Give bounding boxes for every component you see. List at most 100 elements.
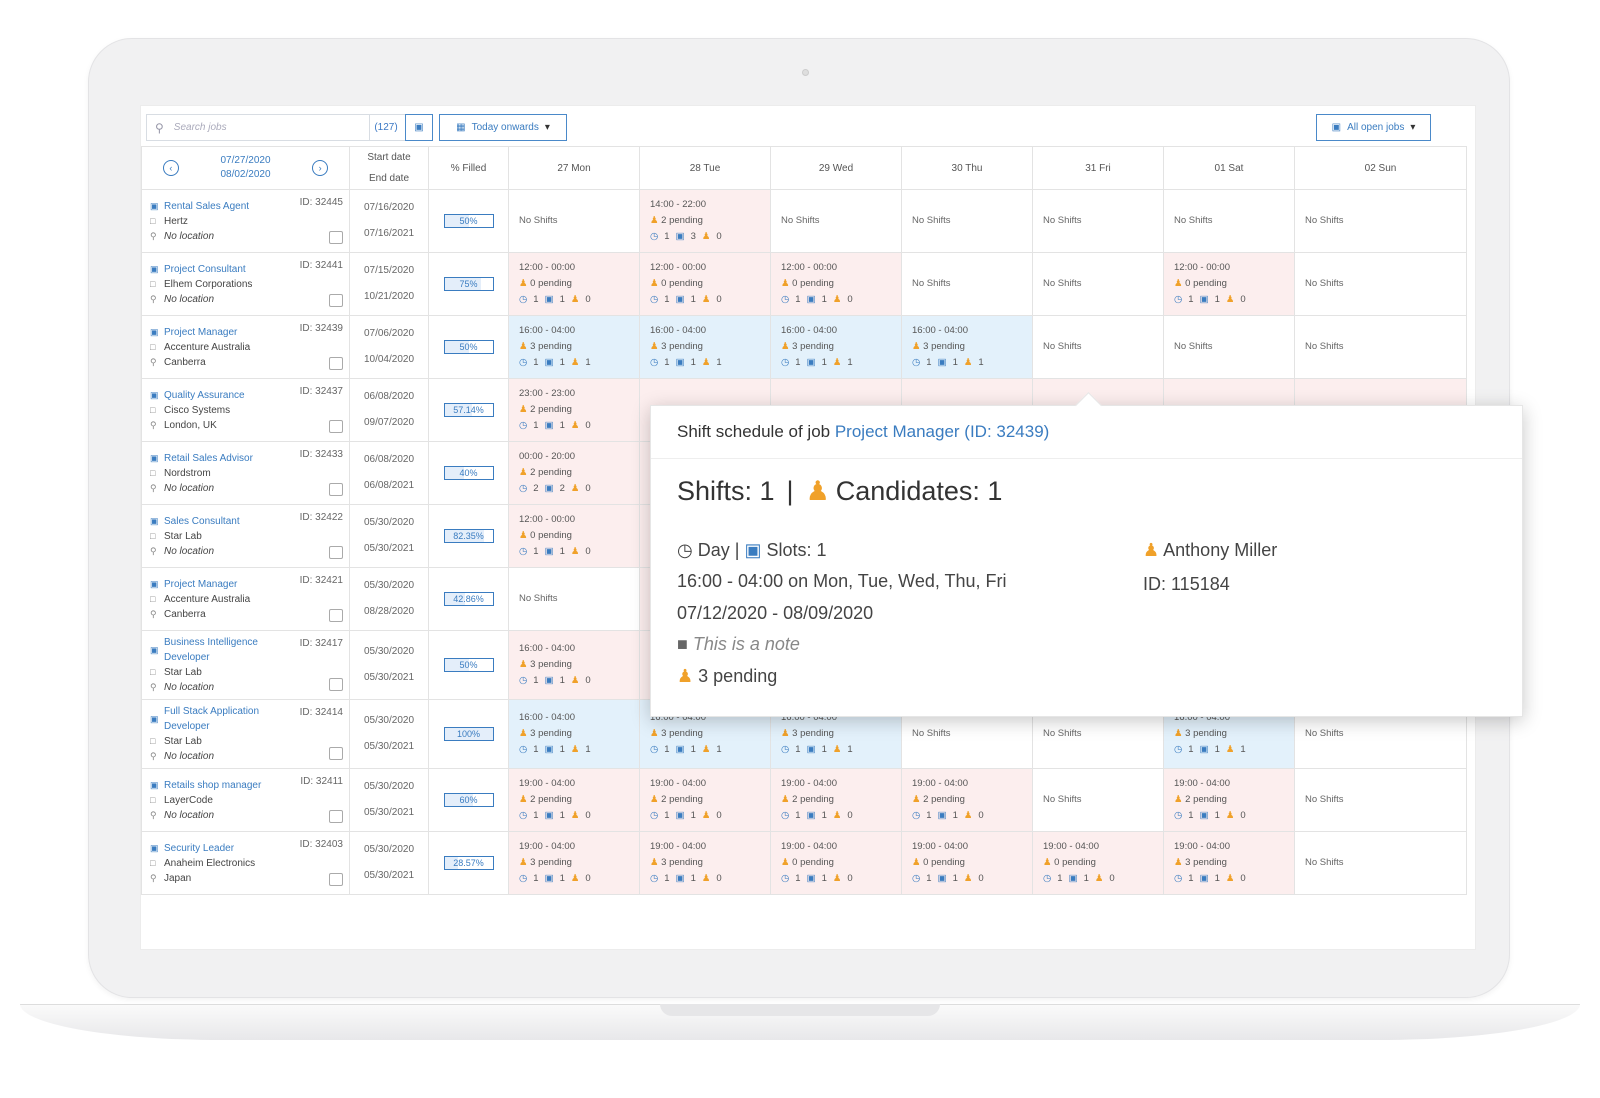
map-pin-icon: ⚲ <box>150 293 157 304</box>
shift-cell[interactable]: 16:00 - 04:00 ♟ 3 pending ◷ 1 ▣ 1 ♟ 1 <box>770 315 902 379</box>
shift-cell[interactable]: 14:00 - 22:00 ♟ 2 pending ◷ 1 ▣ 3 ♟ 0 <box>639 189 771 253</box>
job-cell: ▣ Sales Consultant ID: 32422 □ Star Lab ⚲ No l… <box>141 504 350 568</box>
no-shift-cell[interactable]: No Shifts <box>508 567 640 631</box>
day-header: 29 Wed <box>770 146 902 190</box>
job-title[interactable]: Retails shop manager <box>164 779 262 791</box>
notes-icon[interactable] <box>329 357 343 370</box>
clock-icon: ◷ <box>650 357 659 368</box>
shift-cell[interactable]: 19:00 - 04:00 ♟ 0 pending ◷ 1 ▣ 1 ♟ 0 <box>1032 831 1164 895</box>
shift-cell[interactable]: 16:00 - 04:00 ♟ 3 pending ◷ 1 ▣ 1 ♟ 1 <box>901 315 1033 379</box>
shift-cell[interactable]: 19:00 - 04:00 ♟ 2 pending ◷ 1 ▣ 1 ♟ 0 <box>770 768 902 832</box>
table-row: ▣ Project Manager ID: 32439 □ Accenture Aust… <box>141 315 1467 379</box>
no-shift-cell[interactable]: No Shifts <box>1163 189 1295 253</box>
job-title[interactable]: Full Stack Application Developer <box>164 706 260 732</box>
briefcase-icon: ▣ <box>544 546 554 557</box>
notes-icon[interactable] <box>329 546 343 559</box>
no-shift-cell[interactable]: No Shifts <box>1032 768 1164 832</box>
job-type-button[interactable]: ▣ <box>405 114 433 141</box>
shift-cell[interactable]: 12:00 - 00:00 ♟ 0 pending ◷ 1 ▣ 1 ♟ 0 <box>508 504 640 568</box>
candidate-count: 0 <box>585 294 591 305</box>
notes-icon[interactable] <box>329 231 343 244</box>
filled-cell: 28.57% <box>428 831 509 895</box>
shift-cell[interactable]: 16:00 - 04:00 ♟ 3 pending ◷ 1 ▣ 1 ♟ 1 <box>508 315 640 379</box>
day-header: 28 Tue <box>639 146 771 190</box>
clock-icon: ◷ <box>519 810 528 821</box>
shift-cell[interactable]: 23:00 - 23:00 ♟ 2 pending ◷ 1 ▣ 1 ♟ 0 <box>508 378 640 442</box>
location: Japan <box>164 872 192 884</box>
job-title[interactable]: Quality Assurance <box>164 389 245 401</box>
briefcase-icon: ▣ <box>544 294 554 305</box>
no-shift-cell[interactable]: No Shifts <box>1294 315 1467 379</box>
search-input[interactable]: ⚲ Search jobs <box>146 114 406 141</box>
no-shift-cell[interactable]: No Shifts <box>508 189 640 253</box>
no-shift-cell[interactable]: No Shifts <box>1294 252 1467 316</box>
job-title[interactable]: Retail Sales Advisor <box>164 452 253 464</box>
jobs-filter-dropdown[interactable]: ▣ All open jobs ▾ <box>1316 114 1431 141</box>
notes-icon[interactable] <box>329 678 343 691</box>
next-week-icon[interactable]: › <box>312 160 329 176</box>
notes-icon[interactable] <box>329 873 343 886</box>
briefcase-icon: ▣ <box>150 713 159 724</box>
no-shift-cell[interactable]: No Shifts <box>1294 189 1467 253</box>
shift-cell[interactable]: 19:00 - 04:00 ♟ 2 pending ◷ 1 ▣ 1 ♟ 0 <box>639 768 771 832</box>
filled-percent: 42.86% <box>453 594 484 604</box>
shift-cell[interactable]: 16:00 - 04:00 ♟ 3 pending ◷ 1 ▣ 1 ♟ 1 <box>508 699 640 769</box>
shift-cell[interactable]: 19:00 - 04:00 ♟ 3 pending ◷ 1 ▣ 1 ♟ 0 <box>639 831 771 895</box>
no-shift-cell[interactable]: No Shifts <box>770 189 902 253</box>
job-title[interactable]: Project Consultant <box>164 263 246 275</box>
clock-icon: ◷ <box>650 231 659 242</box>
job-title[interactable]: Rental Sales Agent <box>164 200 250 212</box>
no-shift-cell[interactable]: No Shifts <box>1294 831 1467 895</box>
notes-icon[interactable] <box>329 810 343 823</box>
no-shift-cell[interactable]: No Shifts <box>1032 252 1164 316</box>
filled-progress-fill <box>444 659 469 671</box>
filled-percent: 82.35% <box>453 531 484 541</box>
notes-icon[interactable] <box>329 747 343 760</box>
person-icon: ♟ <box>1225 294 1235 305</box>
no-shift-cell[interactable]: No Shifts <box>901 252 1033 316</box>
shift-cell[interactable]: 19:00 - 04:00 ♟ 2 pending ◷ 1 ▣ 1 ♟ 0 <box>901 768 1033 832</box>
shift-cell[interactable]: 12:00 - 00:00 ♟ 0 pending ◷ 1 ▣ 1 ♟ 0 <box>639 252 771 316</box>
shift-cell[interactable]: 12:00 - 00:00 ♟ 0 pending ◷ 1 ▣ 1 ♟ 0 <box>770 252 902 316</box>
job-title[interactable]: Security Leader <box>164 842 235 854</box>
no-shifts-label: No Shifts <box>1305 857 1344 868</box>
no-shift-cell[interactable]: No Shifts <box>901 189 1033 253</box>
notes-icon[interactable] <box>329 483 343 496</box>
candidate-name[interactable]: Anthony Miller <box>1163 540 1278 560</box>
clock-icon: ◷ <box>781 873 790 884</box>
no-shift-cell[interactable]: No Shifts <box>1163 315 1295 379</box>
job-title[interactable]: Sales Consultant <box>164 515 240 527</box>
shift-cell[interactable]: 16:00 - 04:00 ♟ 3 pending ◷ 1 ▣ 1 ♟ 1 <box>639 315 771 379</box>
prev-week-icon[interactable]: ‹ <box>162 160 179 176</box>
shift-cell[interactable]: 19:00 - 04:00 ♟ 2 pending ◷ 1 ▣ 1 ♟ 0 <box>1163 768 1295 832</box>
no-shift-cell[interactable]: No Shifts <box>1032 189 1164 253</box>
candidate-count: 1 <box>847 357 853 368</box>
filled-percent: 60% <box>459 795 478 805</box>
person-icon: ♟ <box>570 483 580 494</box>
slot-count: 1 <box>1214 810 1220 821</box>
shift-cell[interactable]: 12:00 - 00:00 ♟ 0 pending ◷ 1 ▣ 1 ♟ 0 <box>508 252 640 316</box>
shift-cell[interactable]: 12:00 - 00:00 ♟ 0 pending ◷ 1 ▣ 1 ♟ 0 <box>1163 252 1295 316</box>
job-title[interactable]: Business Intelligence Developer <box>164 637 258 663</box>
job-link[interactable]: Project Manager (ID: 32439) <box>834 422 1050 441</box>
job-title[interactable]: Project Manager <box>164 326 238 338</box>
filled-percent: 75% <box>459 279 478 289</box>
shift-cell[interactable]: 19:00 - 04:00 ♟ 3 pending ◷ 1 ▣ 1 ♟ 0 <box>508 831 640 895</box>
notes-icon[interactable] <box>329 420 343 433</box>
job-title[interactable]: Project Manager <box>164 578 238 590</box>
filled-cell: 40% <box>428 441 509 505</box>
shift-cell[interactable]: 19:00 - 04:00 ♟ 0 pending ◷ 1 ▣ 1 ♟ 0 <box>901 831 1033 895</box>
shift-cell[interactable]: 19:00 - 04:00 ♟ 3 pending ◷ 1 ▣ 1 ♟ 0 <box>1163 831 1295 895</box>
date-filter-dropdown[interactable]: ▦ Today onwards ▾ <box>439 114 567 141</box>
shift-cell[interactable]: 00:00 - 20:00 ♟ 2 pending ◷ 2 ▣ 2 ♟ 0 <box>508 441 640 505</box>
shift-cell[interactable]: 19:00 - 04:00 ♟ 2 pending ◷ 1 ▣ 1 ♟ 0 <box>508 768 640 832</box>
candidate-count: 0 <box>847 294 853 305</box>
shift-cell[interactable]: 16:00 - 04:00 ♟ 3 pending ◷ 1 ▣ 1 ♟ 0 <box>508 630 640 700</box>
filled-cell: 75% <box>428 252 509 316</box>
map-pin-icon: ⚲ <box>150 545 157 556</box>
no-shift-cell[interactable]: No Shifts <box>1294 768 1467 832</box>
notes-icon[interactable] <box>329 609 343 622</box>
notes-icon[interactable] <box>329 294 343 307</box>
shift-cell[interactable]: 19:00 - 04:00 ♟ 0 pending ◷ 1 ▣ 1 ♟ 0 <box>770 831 902 895</box>
no-shift-cell[interactable]: No Shifts <box>1032 315 1164 379</box>
